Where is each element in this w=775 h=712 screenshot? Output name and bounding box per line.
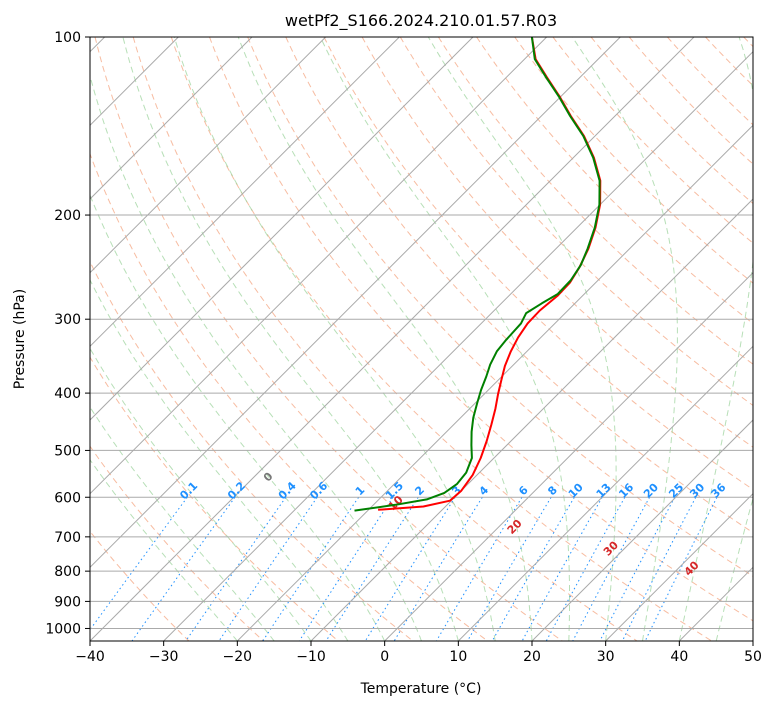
y-tick-label: 200 — [54, 208, 81, 224]
y-axis-title: Pressure (hPa) — [12, 289, 28, 389]
x-tick-label: 30 — [597, 649, 615, 665]
y-tick-label: 100 — [54, 30, 81, 46]
x-tick-label: 50 — [744, 649, 762, 665]
chart-title: wetPf2_S166.2024.210.01.57.R03 — [285, 11, 557, 31]
y-tick-label: 700 — [54, 530, 81, 546]
x-tick-label: −20 — [223, 649, 253, 665]
x-axis-title: Temperature (°C) — [360, 681, 482, 697]
y-tick-label: 500 — [54, 443, 81, 459]
y-tick-label: 600 — [54, 490, 81, 506]
y-tick-label: 1000 — [45, 621, 81, 637]
y-tick-label: 400 — [54, 386, 81, 402]
x-tick-label: −10 — [296, 649, 326, 665]
x-tick-label: −40 — [75, 649, 105, 665]
x-tick-label: 0 — [380, 649, 389, 665]
x-tick-label: 20 — [523, 649, 541, 665]
y-tick-label: 900 — [54, 594, 81, 610]
x-tick-label: 10 — [449, 649, 467, 665]
y-tick-label: 300 — [54, 312, 81, 328]
x-tick-label: 40 — [670, 649, 688, 665]
y-tick-label: 800 — [54, 564, 81, 580]
x-tick-label: −30 — [149, 649, 179, 665]
